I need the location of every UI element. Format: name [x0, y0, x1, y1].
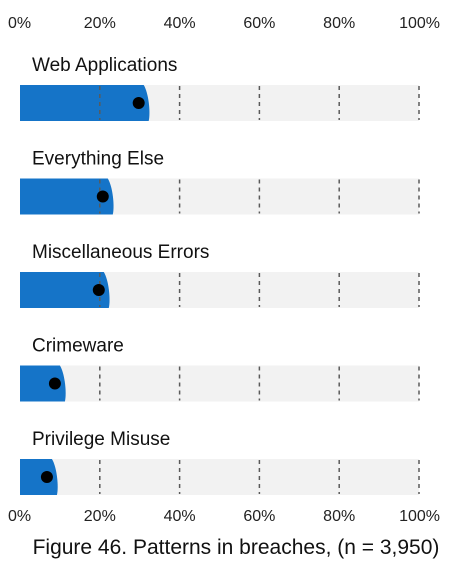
bar-row: Web Applications [20, 55, 419, 121]
bottom-tick-label: 100% [399, 508, 440, 525]
value-marker [41, 471, 53, 483]
category-label: Privilege Misuse [32, 429, 170, 450]
top-tick-label: 100% [399, 15, 440, 32]
bottom-tick-label: 20% [84, 508, 116, 525]
value-marker [133, 97, 145, 109]
category-label: Everything Else [32, 149, 164, 170]
top-tick-label: 20% [84, 15, 116, 32]
bottom-tick-label: 40% [164, 508, 196, 525]
top-tick-label: 60% [243, 15, 275, 32]
bar-row: Miscellaneous Errors [20, 242, 419, 308]
bar-row: Privilege Misuse [20, 429, 419, 495]
bottom-tick-label: 80% [323, 508, 355, 525]
bar-row: Everything Else [20, 149, 419, 215]
value-marker [97, 191, 109, 203]
bar-row: Crimeware [20, 336, 419, 402]
value-marker [49, 378, 61, 390]
category-label: Crimeware [32, 336, 124, 357]
chart-rows: Web Applications Everything Else Miscellan… [20, 55, 419, 495]
bottom-tick-label: 0% [8, 508, 31, 525]
top-tick-label: 80% [323, 15, 355, 32]
top-axis-ticks: 0% 20% 40% 60% 80% 100% [8, 15, 440, 32]
bottom-tick-label: 60% [243, 508, 275, 525]
figure-caption: Figure 46. Patterns in breaches, (n = 3,… [0, 536, 472, 560]
bottom-axis-ticks: 0% 20% 40% 60% 80% 100% [8, 508, 440, 525]
category-label: Web Applications [32, 55, 177, 76]
top-tick-label: 0% [8, 15, 31, 32]
category-label: Miscellaneous Errors [32, 242, 209, 263]
top-tick-label: 40% [164, 15, 196, 32]
bar-track [20, 366, 419, 402]
value-marker [93, 284, 105, 296]
bar [20, 85, 149, 121]
bar-track [20, 459, 419, 495]
